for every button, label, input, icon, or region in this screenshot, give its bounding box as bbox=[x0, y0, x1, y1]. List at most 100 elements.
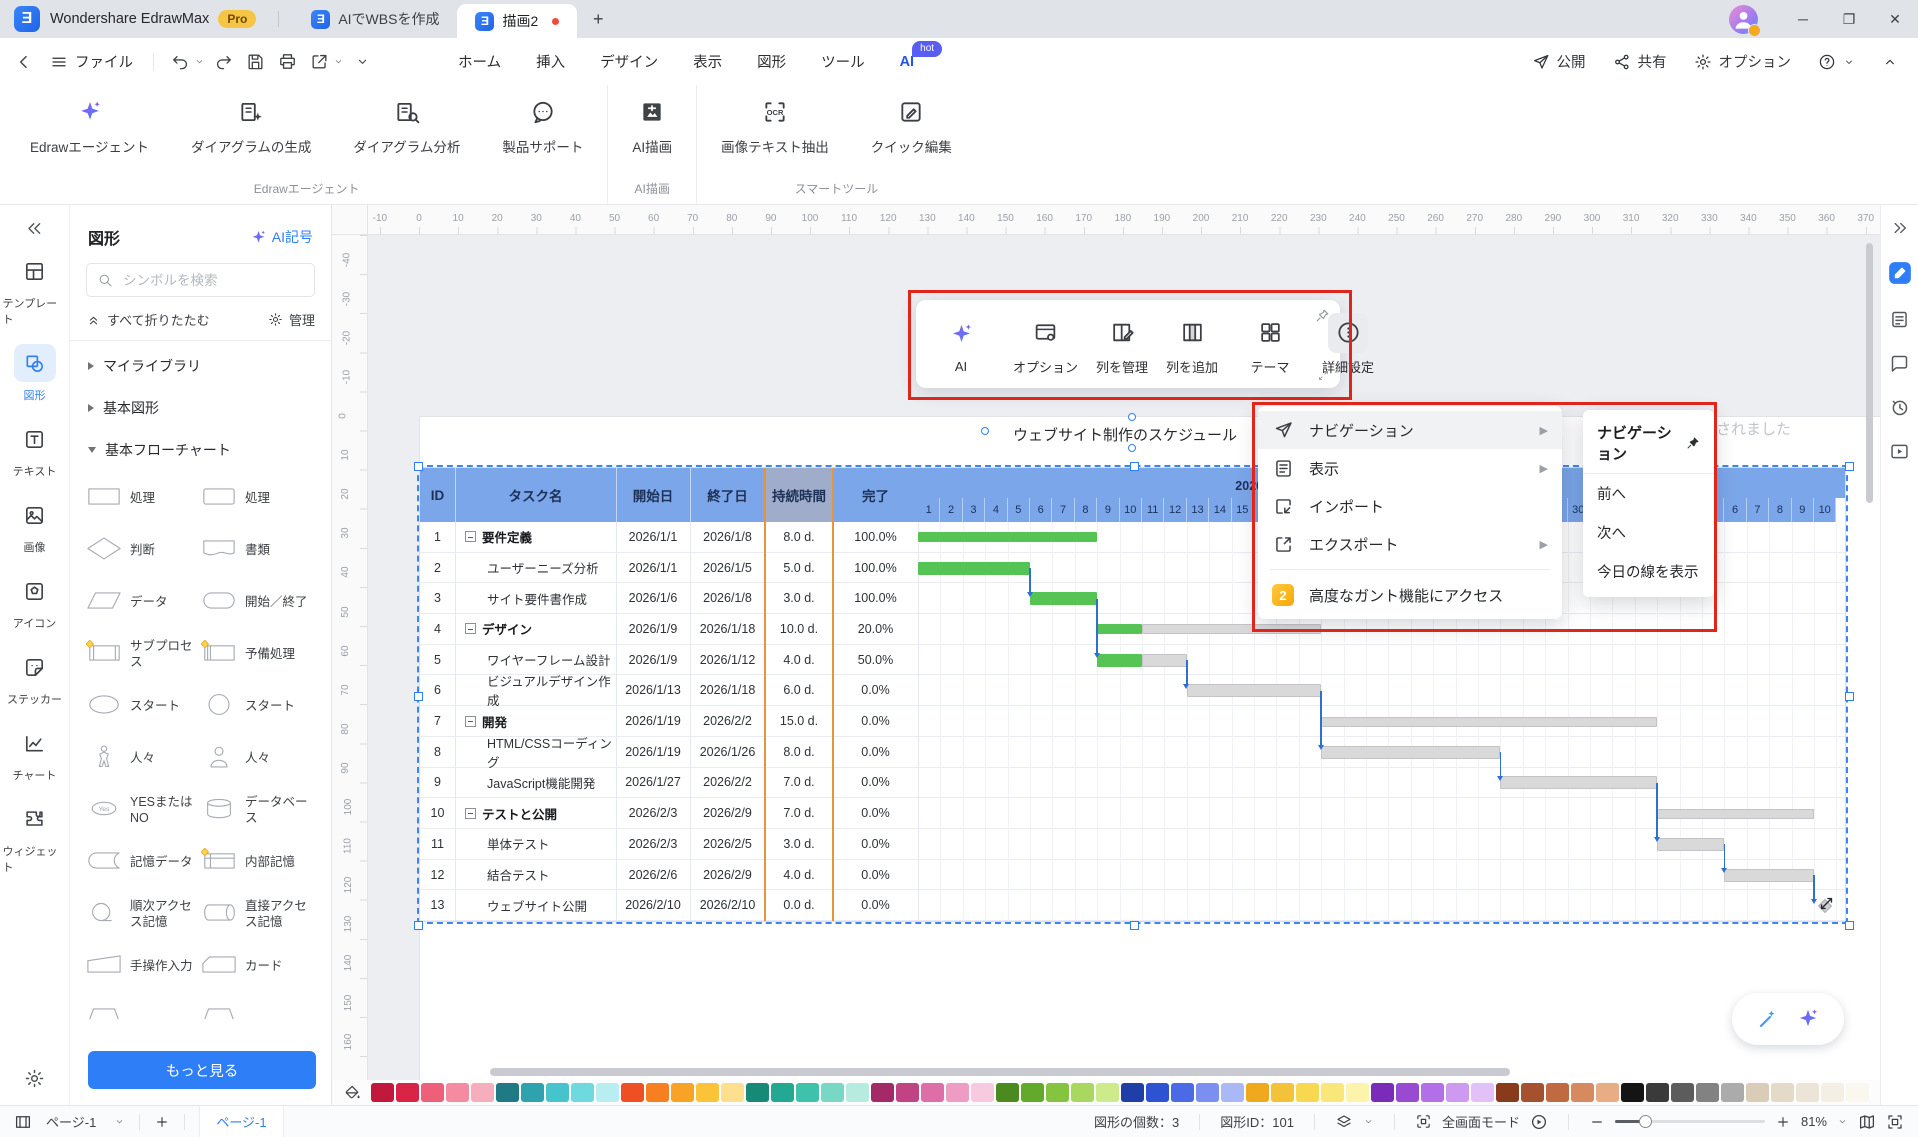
page-selector-caret-icon[interactable] bbox=[114, 1116, 125, 1127]
layers-button[interactable] bbox=[1335, 1113, 1353, 1131]
gantt-bar-remaining[interactable] bbox=[1321, 716, 1658, 727]
ribbon-item-2-0[interactable]: OCR 画像テキスト抽出 bbox=[721, 98, 829, 156]
color-swatch-49[interactable] bbox=[1596, 1083, 1619, 1102]
ai-symbols-button[interactable]: AI記号 bbox=[250, 227, 313, 247]
shape-12[interactable]: Yes YESまたはNO bbox=[86, 785, 201, 837]
collapse-panel-icon[interactable] bbox=[25, 219, 44, 238]
gantt-bar-done[interactable] bbox=[918, 561, 1030, 575]
customize-toolbar-button[interactable] bbox=[348, 47, 376, 77]
close-button[interactable]: ✕ bbox=[1889, 10, 1901, 27]
color-swatch-58[interactable] bbox=[1821, 1083, 1844, 1102]
color-swatch-6[interactable] bbox=[521, 1083, 544, 1102]
save-button[interactable] bbox=[241, 47, 269, 77]
ribbon-item-0-0[interactable]: Edrawエージェント bbox=[30, 98, 149, 156]
gantt-task-row-8[interactable]: 8 HTML/CSSコーディング 2026/1/19 2026/1/26 8.0 d. 0… bbox=[420, 737, 1845, 770]
shape-18[interactable]: 手操作入力 bbox=[86, 941, 201, 993]
page-selector[interactable]: ページ-1 bbox=[46, 1115, 97, 1130]
gantt-column-header-4[interactable]: 持続時間 bbox=[765, 468, 833, 522]
color-swatch-39[interactable] bbox=[1346, 1083, 1369, 1102]
avatar[interactable] bbox=[1729, 4, 1761, 37]
gantt-task-row-13[interactable]: 13 ウェブサイト公開 2026/2/10 2026/2/10 0.0 d. 0.0% bbox=[420, 890, 1845, 922]
mindmap-nav-icon[interactable] bbox=[1858, 1113, 1876, 1131]
color-swatch-28[interactable] bbox=[1071, 1083, 1094, 1102]
selection-rotate-handle[interactable] bbox=[981, 427, 989, 435]
color-swatch-5[interactable] bbox=[496, 1083, 519, 1102]
settings-gear-icon[interactable] bbox=[24, 1068, 45, 1089]
gantt-bar-remaining[interactable] bbox=[1724, 868, 1814, 882]
color-swatch-42[interactable] bbox=[1421, 1083, 1444, 1102]
color-swatch-43[interactable] bbox=[1446, 1083, 1469, 1102]
gantt-column-header-2[interactable]: 開始日 bbox=[616, 468, 690, 522]
print-button[interactable] bbox=[273, 47, 301, 77]
sidebar-item-0[interactable]: テンプレート bbox=[3, 252, 67, 327]
gantt-task-row-10[interactable]: 10 テストと公開 2026/2/3 2026/2/9 7.0 d. 0.0% bbox=[420, 798, 1845, 829]
gantt-tool-1[interactable]: オプション bbox=[1013, 313, 1078, 376]
shape-17[interactable]: 直接アクセス記憶 bbox=[201, 889, 316, 941]
shape-2[interactable]: 判断 bbox=[86, 525, 201, 577]
library-section-0[interactable]: マイライブラリ bbox=[70, 345, 331, 387]
color-swatch-35[interactable] bbox=[1246, 1083, 1269, 1102]
horizontal-scrollbar[interactable] bbox=[490, 1068, 1510, 1076]
vertical-scrollbar[interactable] bbox=[1866, 243, 1873, 503]
color-swatch-7[interactable] bbox=[546, 1083, 569, 1102]
undo-caret-icon[interactable] bbox=[194, 56, 205, 67]
gantt-tool-5[interactable]: 詳細設定 bbox=[1322, 312, 1374, 376]
color-swatch-44[interactable] bbox=[1471, 1083, 1494, 1102]
color-swatch-33[interactable] bbox=[1196, 1083, 1219, 1102]
gantt-column-header-3[interactable]: 終了日 bbox=[690, 468, 765, 522]
menu-tab-4[interactable]: 図形 bbox=[757, 55, 787, 71]
history-panel-button[interactable] bbox=[1889, 397, 1910, 418]
shape-8[interactable]: スタート bbox=[86, 681, 201, 733]
ribbon-item-2-1[interactable]: クイック編集 bbox=[871, 98, 952, 156]
collapse-group-icon[interactable] bbox=[465, 623, 476, 635]
shape-1[interactable]: 処理 bbox=[201, 473, 316, 525]
zoom-caret-icon[interactable] bbox=[1837, 1116, 1848, 1127]
color-swatch-38[interactable] bbox=[1321, 1083, 1344, 1102]
context-menu-item-2[interactable]: インポート bbox=[1258, 487, 1562, 525]
color-swatch-59[interactable] bbox=[1846, 1083, 1869, 1102]
shape-7[interactable]: 予備処理 bbox=[200, 629, 316, 681]
gantt-task-row-11[interactable]: 11 単体テスト 2026/2/3 2026/2/5 3.0 d. 0.0% bbox=[420, 829, 1845, 860]
shape-3[interactable]: 書類 bbox=[201, 525, 316, 577]
color-swatch-10[interactable] bbox=[621, 1083, 644, 1102]
menu-tab-3[interactable]: 表示 bbox=[693, 55, 723, 71]
color-swatch-25[interactable] bbox=[996, 1083, 1019, 1102]
add-page-button[interactable] bbox=[154, 1114, 170, 1130]
tutorial-panel-button[interactable] bbox=[1889, 441, 1910, 462]
color-swatch-16[interactable] bbox=[771, 1083, 794, 1102]
document-tab-1[interactable]: Ǝ 描画2 bbox=[457, 4, 578, 38]
gantt-title[interactable]: ウェブサイト制作のスケジュール bbox=[1013, 427, 1237, 444]
collapse-all-button[interactable]: すべて折りたたむ bbox=[86, 310, 210, 329]
submenu-item-1[interactable]: 次へ bbox=[1597, 526, 1626, 542]
color-swatch-46[interactable] bbox=[1521, 1083, 1544, 1102]
color-swatch-45[interactable] bbox=[1496, 1083, 1519, 1102]
color-swatch-30[interactable] bbox=[1121, 1083, 1144, 1102]
selection-rotate-handle[interactable] bbox=[1128, 444, 1136, 452]
color-swatch-14[interactable] bbox=[721, 1083, 744, 1102]
collapse-group-icon[interactable] bbox=[465, 715, 476, 727]
color-swatch-19[interactable] bbox=[846, 1083, 869, 1102]
color-swatch-26[interactable] bbox=[1021, 1083, 1044, 1102]
minimize-button[interactable]: ─ bbox=[1798, 11, 1808, 27]
gantt-task-row-7[interactable]: 7 開発 2026/1/19 2026/2/2 15.0 d. 0.0% bbox=[420, 706, 1845, 737]
outline-panel-button[interactable] bbox=[1889, 309, 1910, 330]
shape-20[interactable] bbox=[86, 993, 201, 1019]
color-swatch-31[interactable] bbox=[1146, 1083, 1169, 1102]
new-tab-button[interactable]: + bbox=[592, 8, 604, 29]
context-menu-item-3[interactable]: エクスポート ▶ bbox=[1258, 525, 1562, 563]
gantt-tool-4[interactable]: テーマ bbox=[1250, 313, 1290, 376]
zoom-in-button[interactable] bbox=[1775, 1114, 1791, 1130]
gantt-bar-remaining[interactable] bbox=[1186, 684, 1322, 698]
zoom-out-button[interactable] bbox=[1589, 1114, 1605, 1130]
color-swatch-9[interactable] bbox=[596, 1083, 619, 1102]
gantt-bar-remaining[interactable] bbox=[1142, 653, 1187, 667]
color-swatch-36[interactable] bbox=[1271, 1083, 1294, 1102]
shape-6[interactable]: サブプロセス bbox=[85, 629, 201, 681]
ai-assistant-fab[interactable] bbox=[1732, 993, 1844, 1045]
color-swatch-18[interactable] bbox=[821, 1083, 844, 1102]
ribbon-item-0-2[interactable]: ダイアグラム分析 bbox=[353, 98, 460, 156]
pin-icon[interactable] bbox=[1315, 308, 1330, 323]
color-swatch-21[interactable] bbox=[896, 1083, 919, 1102]
collapse-right-icon[interactable] bbox=[1891, 219, 1909, 237]
ribbon-item-0-1[interactable]: ダイアグラムの生成 bbox=[191, 98, 311, 156]
